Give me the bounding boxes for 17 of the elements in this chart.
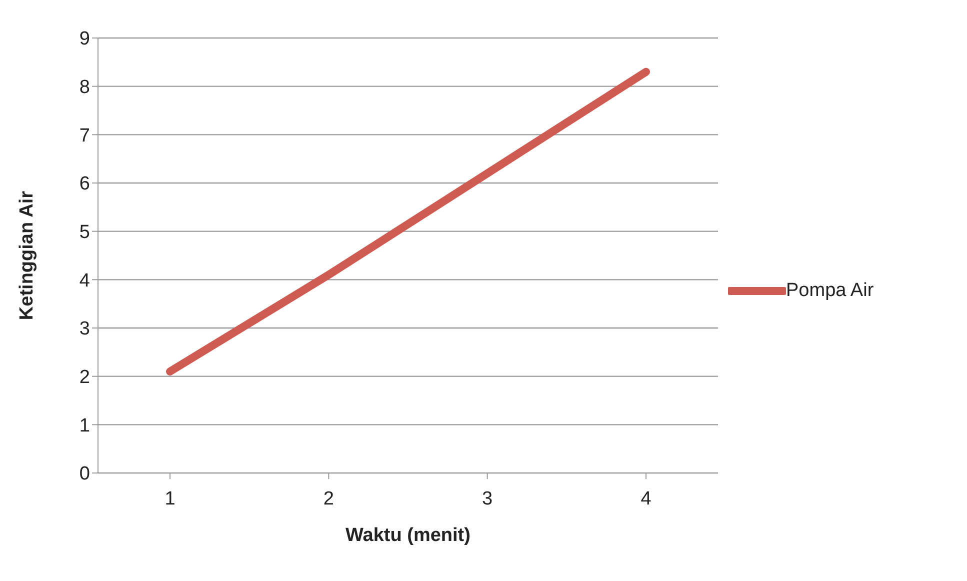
y-tick-label: 7 [79, 125, 90, 146]
x-tick-label: 4 [640, 488, 652, 510]
y-tick-label: 0 [79, 464, 90, 485]
y-tick-label: 9 [79, 28, 90, 50]
x-tick-label: 3 [482, 488, 493, 510]
x-tick-label: 2 [323, 488, 334, 510]
x-axis-title: Waktu (menit) [346, 525, 470, 546]
y-tick-label: 4 [79, 270, 90, 292]
y-tick-label: 1 [79, 415, 90, 436]
y-axis-title: Ketinggian Air [16, 190, 38, 320]
y-tick-label: 2 [79, 367, 90, 388]
y-tick-label: 6 [79, 174, 90, 195]
y-tick-label: 3 [79, 318, 90, 340]
legend-label: Pompa Air [786, 280, 874, 302]
y-tick-label: 5 [79, 222, 90, 244]
x-tick-label: 1 [164, 488, 176, 510]
y-tick-label: 8 [79, 77, 90, 98]
